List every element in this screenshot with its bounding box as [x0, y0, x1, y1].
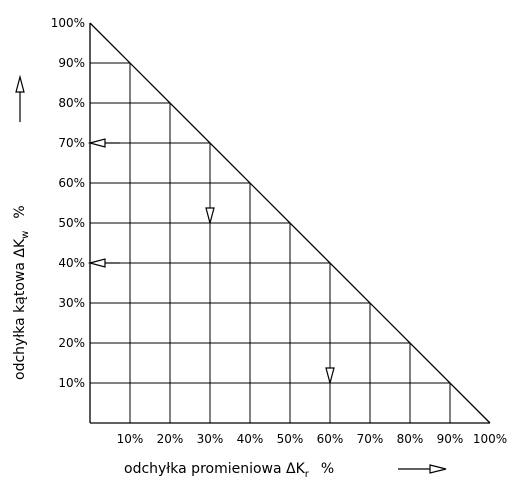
x-tick-label: 100% — [473, 432, 507, 446]
x-tick-label: 40% — [237, 432, 264, 446]
x-tick-label: 10% — [117, 432, 144, 446]
x-tick-label: 70% — [357, 432, 384, 446]
arrow-left-icon — [87, 138, 106, 148]
y-axis-title: odchyłka kątowa ΔKw% — [12, 205, 31, 380]
arrow-left-icon — [87, 258, 106, 268]
arrow-down-icon — [205, 207, 215, 226]
x-axis-direction-arrow — [398, 464, 447, 474]
x-tick-label: 30% — [197, 432, 224, 446]
x-tick-label: 20% — [157, 432, 184, 446]
y-tick-label: 20% — [58, 336, 85, 350]
boundary-diagonal-line — [89, 22, 491, 424]
y-tick-label: 100% — [51, 16, 85, 30]
arrow-down-icon — [325, 367, 335, 386]
arrow-markers — [87, 138, 335, 386]
grid-lines — [90, 62, 451, 423]
x-tick-label: 50% — [277, 432, 304, 446]
x-tick-label: 80% — [397, 432, 424, 446]
y-tick-label: 80% — [58, 96, 85, 110]
x-axis-title: odchyłka promieniowa ΔKr% — [124, 461, 334, 480]
x-tick-label: 90% — [437, 432, 464, 446]
y-tick-label: 30% — [58, 296, 85, 310]
y-tick-label: 70% — [58, 136, 85, 150]
y-tick-label: 50% — [58, 216, 85, 230]
y-tick-label: 90% — [58, 56, 85, 70]
y-tick-label: 10% — [58, 376, 85, 390]
y-tick-labels: 10% 20% 30% 40% 50% 60% 70% 80% 90% 100% — [51, 16, 85, 390]
y-tick-label: 40% — [58, 256, 85, 270]
x-tick-label: 60% — [317, 432, 344, 446]
y-tick-label: 60% — [58, 176, 85, 190]
x-tick-labels: 10% 20% 30% 40% 50% 60% 70% 80% 90% 100% — [117, 432, 507, 446]
diagram-frame — [89, 22, 491, 424]
y-axis-direction-arrow — [15, 74, 25, 122]
